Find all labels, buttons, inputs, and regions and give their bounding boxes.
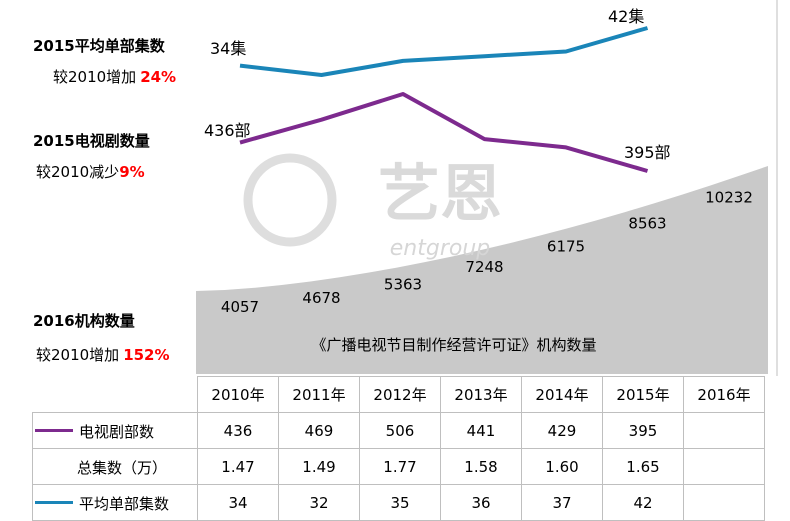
table-header-cell: 2012年 [359,376,441,413]
avg-episodes-first-label: 34集 [210,39,246,58]
table-cell: 436 [197,412,279,449]
area-title: 《广播电视节目制作经营许可证》机构数量 [311,336,596,354]
table-cell: 35 [359,484,441,521]
table-row: 总集数（万） 1.47 1.49 1.77 1.58 1.60 1.65 [32,448,765,485]
table-cell: 32 [278,484,360,521]
avg-episodes-title: 2015平均单部集数 [33,37,165,55]
avg-episodes-change: 较2010增加 24% [53,66,176,87]
org-count-change-pct: 152% [123,346,170,364]
table-row-label: 电视剧部数 [79,423,155,441]
table-cell: 506 [359,412,441,449]
table-row-label: 平均单部集数 [79,495,170,513]
table-row-header: 总集数（万） [32,448,198,485]
drama-count-first-label: 436部 [204,121,251,140]
drama-count-change-text: 较2010减少 [36,163,120,181]
table-header-cell: 2014年 [521,376,603,413]
avg-episodes-change-text: 较2010增加 [53,68,137,86]
table-header-cell: 2010年 [197,376,279,413]
table-cell [683,412,765,449]
area-value-label: 4678 [302,289,340,307]
org-count-area [196,166,768,374]
table-header-cell: 2013年 [440,376,522,413]
watermark-subtext: entgroup [390,236,490,261]
drama-count-change: 较2010减少9% [36,161,145,182]
avg-episodes-last-label: 42集 [608,7,644,26]
drama-count-last-label: 395部 [624,143,671,162]
table-cell: 1.77 [359,448,441,485]
table-cell [683,448,765,485]
table-row: 电视剧部数 436 469 506 441 429 395 [32,412,765,449]
org-count-title: 2016机构数量 [33,312,135,330]
table-header-row: 2010年 2011年 2012年 2013年 2014年 2015年 2016… [33,376,765,413]
area-value-label: 5363 [384,275,422,293]
avg-episodes-change-pct: 24% [140,68,177,86]
area-value-label: 8563 [628,214,666,232]
table-cell [683,484,765,521]
table-header-cell: 2015年 [602,376,684,413]
table-row-label: 总集数（万） [77,459,168,477]
drama-count-change-pct: 9% [119,163,145,181]
table-cell: 441 [440,412,522,449]
table-cell: 429 [521,412,603,449]
drama-count-title: 2015电视剧数量 [33,132,150,150]
org-count-change-text: 较2010增加 [36,346,120,364]
table-row: 平均单部集数 34 32 35 36 37 42 [32,484,765,521]
avg-legend-swatch [35,501,73,504]
chart-plot: 艺恩 entgroup 4057 4678 5363 7248 6175 8563 10232 《… [196,0,778,376]
table-header-cell: 2011年 [278,376,360,413]
table-corner [33,377,198,413]
table-cell: 1.58 [440,448,522,485]
table-cell: 34 [197,484,279,521]
watermark-logo-icon [243,153,337,247]
table-cell: 42 [602,484,684,521]
table-cell: 1.65 [602,448,684,485]
table-header-cell: 2016年 [683,376,765,413]
table-cell: 395 [602,412,684,449]
table-cell: 1.47 [197,448,279,485]
org-count-change: 较2010增加 152% [36,344,170,365]
drama-legend-swatch [35,429,73,432]
data-table: 2010年 2011年 2012年 2013年 2014年 2015年 2016… [32,376,765,521]
table-cell: 1.49 [278,448,360,485]
area-value-label: 10232 [705,188,753,206]
table-row-header: 平均单部集数 [32,484,198,521]
drama-count-line [239,92,649,173]
table-cell: 1.60 [521,448,603,485]
table-cell: 469 [278,412,360,449]
area-value-label: 4057 [221,298,259,316]
watermark-text: 艺恩 [378,157,502,230]
table-row-header: 电视剧部数 [32,412,198,449]
avg-episodes-line [239,26,649,77]
area-value-label: 7248 [465,258,503,276]
table-cell: 37 [521,484,603,521]
table-cell: 36 [440,484,522,521]
area-value-label: 6175 [547,238,585,256]
